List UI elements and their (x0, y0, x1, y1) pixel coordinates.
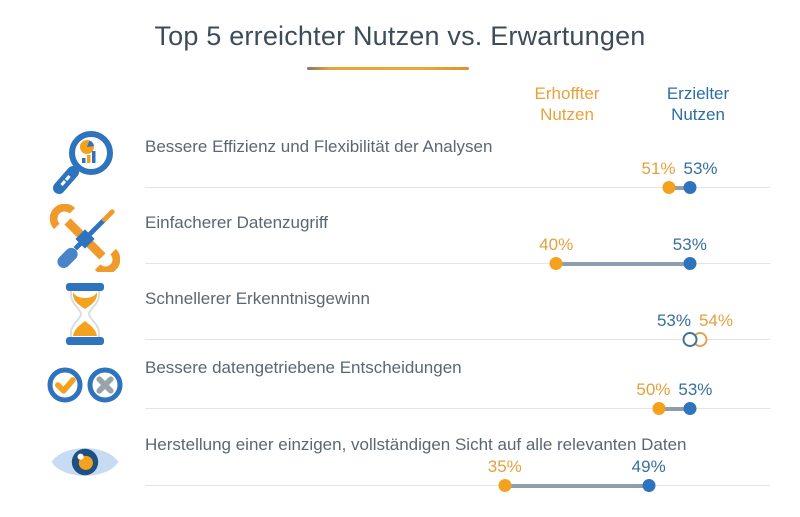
benefit-row-data-access: Einfacherer Datenzugriff 40% 53% (0, 202, 800, 282)
column-header-achieved: Erzielter Nutzen (666, 84, 730, 124)
dumbbell-track (145, 485, 770, 486)
achieved-dot (683, 181, 697, 194)
benefit-label: Bessere datengetriebene Entscheidungen (145, 358, 462, 377)
column-header-hoped: Erhoffter Nutzen (534, 84, 600, 124)
achieved-value: 53% (672, 235, 707, 254)
dumbbell-track (145, 187, 770, 188)
achieved-dot (642, 479, 656, 492)
benefit-row-single-view: Herstellung einer einzigen, vollständige… (0, 424, 800, 504)
dumbbell-track (145, 339, 770, 340)
achieved-value: 53% (678, 380, 713, 399)
benefit-label: Einfacherer Datenzugriff (145, 213, 329, 232)
hoped-value: 35% (487, 457, 522, 476)
dumbbell-connector (556, 262, 690, 266)
benefit-label: Schnellerer Erkenntnisgewinn (145, 289, 370, 308)
hoped-dot (652, 402, 666, 415)
hoped-value: 51% (641, 159, 676, 178)
hoped-dot (498, 479, 512, 492)
achieved-value: 53% (683, 159, 718, 178)
hoped-value: 50% (636, 380, 671, 399)
achieved-dot (683, 257, 697, 270)
hourglass-icon (45, 278, 125, 350)
achieved-value: 49% (631, 457, 666, 476)
benefit-row-decisions: Bessere datengetriebene Entscheidungen 5… (0, 347, 800, 427)
dumbbell-track (145, 408, 770, 409)
page-title: Top 5 erreichter Nutzen vs. Erwartungen (154, 21, 646, 51)
title-underline (307, 67, 469, 70)
hoped-value: 40% (539, 235, 574, 254)
achieved-value: 53% (656, 311, 691, 330)
benefit-row-efficiency: Bessere Effizienz und Flexibilität der A… (0, 126, 800, 206)
tools-icon (45, 202, 125, 274)
dumbbell-connector (658, 407, 690, 411)
dumbbell-connector (669, 186, 690, 190)
check-x-icon (45, 361, 125, 409)
benefit-label: Bessere Effizienz und Flexibilität der A… (145, 137, 493, 156)
dumbbell-track (145, 263, 770, 264)
benefit-label: Herstellung einer einzigen, vollständige… (145, 435, 687, 454)
magnifier-chart-icon (45, 126, 125, 198)
achieved-dot (682, 332, 698, 347)
benefit-row-insight-speed: Schnellerer Erkenntnisgewinn 54% 53% (0, 278, 800, 358)
eye-icon (45, 438, 125, 486)
hoped-value: 54% (698, 311, 733, 330)
hoped-dot (662, 181, 676, 194)
dumbbell-connector (504, 484, 649, 488)
hoped-dot (549, 257, 563, 270)
achieved-dot (683, 402, 697, 415)
